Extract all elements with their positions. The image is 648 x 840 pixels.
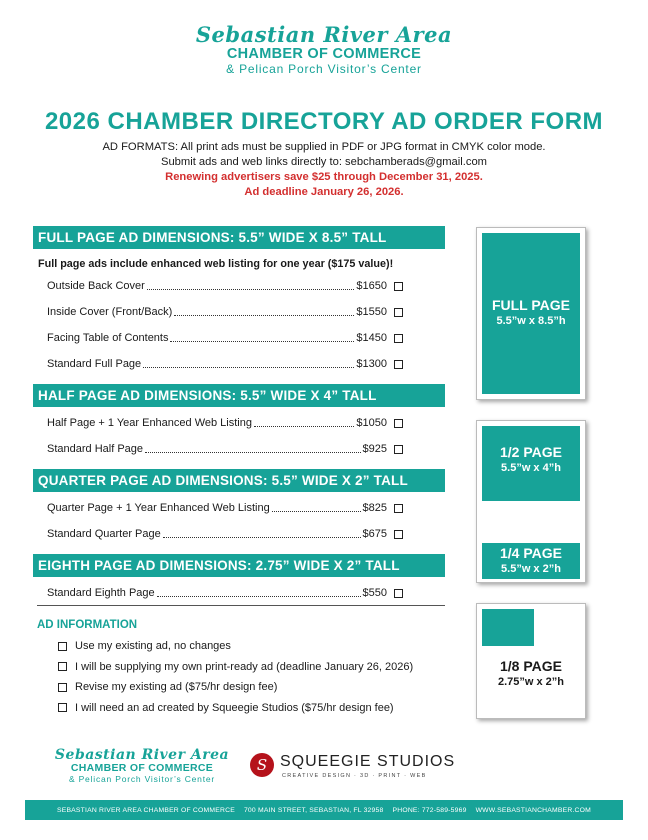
option-price: $675 bbox=[362, 528, 387, 540]
quarter-page-box-dims: 5.5”w x 2”h bbox=[501, 563, 561, 575]
footer-logo-pelican: & Pelican Porch Visitor’s Center bbox=[68, 774, 216, 784]
ad-info-label: I will need an ad created by Squeegie St… bbox=[75, 701, 394, 714]
footer-chamber-logo: Sebastian River Area CHAMBER OF COMMERCE… bbox=[52, 748, 232, 785]
footer-logo-script: Sebastian River Area bbox=[54, 747, 230, 763]
eighth-page-box-dims: 2.75”w x 2”h bbox=[497, 676, 565, 688]
option-row: Inside Cover (Front/Back) $1550 bbox=[33, 299, 445, 325]
ad-info-item: Revise my existing ad ($75/hr design fee… bbox=[58, 677, 458, 698]
ad-info-label: I will be supplying my own print-ready a… bbox=[75, 660, 414, 673]
option-checkbox[interactable] bbox=[394, 333, 403, 343]
option-label: Facing Table of Contents bbox=[47, 332, 169, 344]
option-checkbox[interactable] bbox=[394, 281, 403, 291]
half-page-box: 1/2 PAGE 5.5”w x 4”h 1/4 PAGE 5.5”w x 2”… bbox=[476, 420, 586, 583]
option-price: $550 bbox=[362, 587, 387, 599]
option-label: Standard Quarter Page bbox=[47, 528, 161, 540]
intro-submit: Submit ads and web links directly to: se… bbox=[161, 156, 487, 168]
option-checkbox[interactable] bbox=[394, 503, 403, 513]
logo-script-text: Sebastian River Area bbox=[195, 22, 453, 47]
ad-info-label: Revise my existing ad ($75/hr design fee… bbox=[75, 681, 278, 694]
eighth-page-box-title: 1/8 PAGE bbox=[500, 658, 562, 674]
squeegie-s-icon: S bbox=[250, 753, 274, 777]
half-page-header: HALF PAGE AD DIMENSIONS: 5.5” WIDE X 4” … bbox=[33, 384, 445, 407]
option-price: $925 bbox=[362, 443, 387, 455]
option-label: Standard Full Page bbox=[47, 358, 142, 370]
intro-deadline: Ad deadline January 26, 2026. bbox=[244, 186, 404, 198]
option-price: $1050 bbox=[356, 417, 387, 429]
option-row: Standard Full Page $1300 bbox=[33, 351, 445, 377]
footer-address: 700 MAIN STREET, SEBASTIAN, FL 32958 bbox=[243, 806, 384, 814]
logo-chamber-text: CHAMBER OF COMMERCE bbox=[226, 46, 422, 62]
ad-info-item: I will be supplying my own print-ready a… bbox=[58, 657, 458, 678]
footer-website[interactable]: WWW.SEBASTIANCHAMBER.COM bbox=[475, 806, 592, 814]
full-page-header: FULL PAGE AD DIMENSIONS: 5.5” WIDE X 8.5… bbox=[33, 226, 445, 249]
option-checkbox[interactable] bbox=[394, 588, 403, 598]
full-page-note: Full page ads include enhanced web listi… bbox=[38, 258, 394, 270]
full-page-box-title: FULL PAGE bbox=[491, 297, 571, 313]
option-label: Standard Eighth Page bbox=[47, 587, 155, 599]
option-price: $1650 bbox=[356, 280, 387, 292]
ad-info-list: Use my existing ad, no changes I will be… bbox=[58, 636, 458, 718]
quarter-page-header: QUARTER PAGE AD DIMENSIONS: 5.5” WIDE X … bbox=[33, 469, 445, 492]
option-label: Quarter Page + 1 Year Enhanced Web Listi… bbox=[47, 502, 270, 514]
option-row: Half Page + 1 Year Enhanced Web Listing … bbox=[33, 410, 445, 436]
page-title: 2026 CHAMBER DIRECTORY AD ORDER FORM bbox=[44, 108, 604, 135]
option-price: $825 bbox=[362, 502, 387, 514]
ad-info-label: Use my existing ad, no changes bbox=[75, 640, 231, 653]
option-checkbox[interactable] bbox=[394, 444, 403, 454]
option-checkbox[interactable] bbox=[394, 307, 403, 317]
ad-options: FULL PAGE AD DIMENSIONS: 5.5” WIDE X 8.5… bbox=[33, 226, 445, 606]
option-checkbox[interactable] bbox=[394, 418, 403, 428]
intro-renewing: Renewing advertisers save $25 through De… bbox=[165, 171, 483, 183]
option-price: $1550 bbox=[356, 306, 387, 318]
squeegie-name: SQUEEGIE STUDIOS bbox=[280, 753, 456, 770]
option-row: Standard Half Page $925 bbox=[33, 436, 445, 462]
option-row: Quarter Page + 1 Year Enhanced Web Listi… bbox=[33, 495, 445, 521]
quarter-page-box-title: 1/4 PAGE bbox=[500, 545, 562, 561]
option-price: $1300 bbox=[356, 358, 387, 370]
eighth-page-box: 1/8 PAGE 2.75”w x 2”h bbox=[476, 603, 586, 719]
option-row: Outside Back Cover $1650 bbox=[33, 273, 445, 299]
logo-pelican-text: & Pelican Porch Visitor’s Center bbox=[226, 62, 422, 76]
eighth-page-header: EIGHTH PAGE AD DIMENSIONS: 2.75” WIDE X … bbox=[33, 554, 445, 577]
option-label: Half Page + 1 Year Enhanced Web Listing bbox=[47, 417, 252, 429]
option-checkbox[interactable] bbox=[394, 359, 403, 369]
section-divider bbox=[37, 605, 445, 606]
ad-info-header: AD INFORMATION bbox=[37, 619, 138, 631]
option-label: Standard Half Page bbox=[47, 443, 144, 455]
intro-formats: AD FORMATS: All print ads must be suppli… bbox=[102, 141, 546, 153]
option-label: Inside Cover (Front/Back) bbox=[47, 306, 173, 318]
option-row: Facing Table of Contents $1450 bbox=[33, 325, 445, 351]
intro-block: AD FORMATS: All print ads must be suppli… bbox=[0, 140, 648, 200]
squeegie-tagline: CREATIVE DESIGN · 3D · PRINT · WEB bbox=[282, 773, 427, 779]
option-label: Outside Back Cover bbox=[47, 280, 145, 292]
footer-logo-chamber: CHAMBER OF COMMERCE bbox=[70, 762, 214, 774]
ad-info-checkbox[interactable] bbox=[58, 662, 67, 672]
chamber-logo: Sebastian River Area CHAMBER OF COMMERCE… bbox=[0, 24, 648, 77]
half-page-box-title: 1/2 PAGE bbox=[500, 444, 562, 460]
footer-org: SEBASTIAN RIVER AREA CHAMBER OF COMMERCE bbox=[56, 806, 235, 814]
ad-info-checkbox[interactable] bbox=[58, 641, 67, 651]
option-row: Standard Quarter Page $675 bbox=[33, 521, 445, 547]
option-row: Standard Eighth Page $550 bbox=[33, 580, 445, 606]
full-page-box: FULL PAGE 5.5”w x 8.5”h bbox=[476, 227, 586, 400]
ad-info-item: Use my existing ad, no changes bbox=[58, 636, 458, 657]
option-price: $1450 bbox=[356, 332, 387, 344]
half-page-box-dims: 5.5”w x 4”h bbox=[501, 462, 561, 474]
option-checkbox[interactable] bbox=[394, 529, 403, 539]
full-page-box-dims: 5.5”w x 8.5”h bbox=[496, 315, 566, 327]
ad-info-item: I will need an ad created by Squeegie St… bbox=[58, 698, 458, 719]
footer-bar: SEBASTIAN RIVER AREA CHAMBER OF COMMERCE… bbox=[25, 800, 623, 820]
ad-info-checkbox[interactable] bbox=[58, 682, 67, 692]
ad-info-checkbox[interactable] bbox=[58, 703, 67, 713]
footer-phone: PHONE: 772-589-5969 bbox=[392, 806, 467, 814]
